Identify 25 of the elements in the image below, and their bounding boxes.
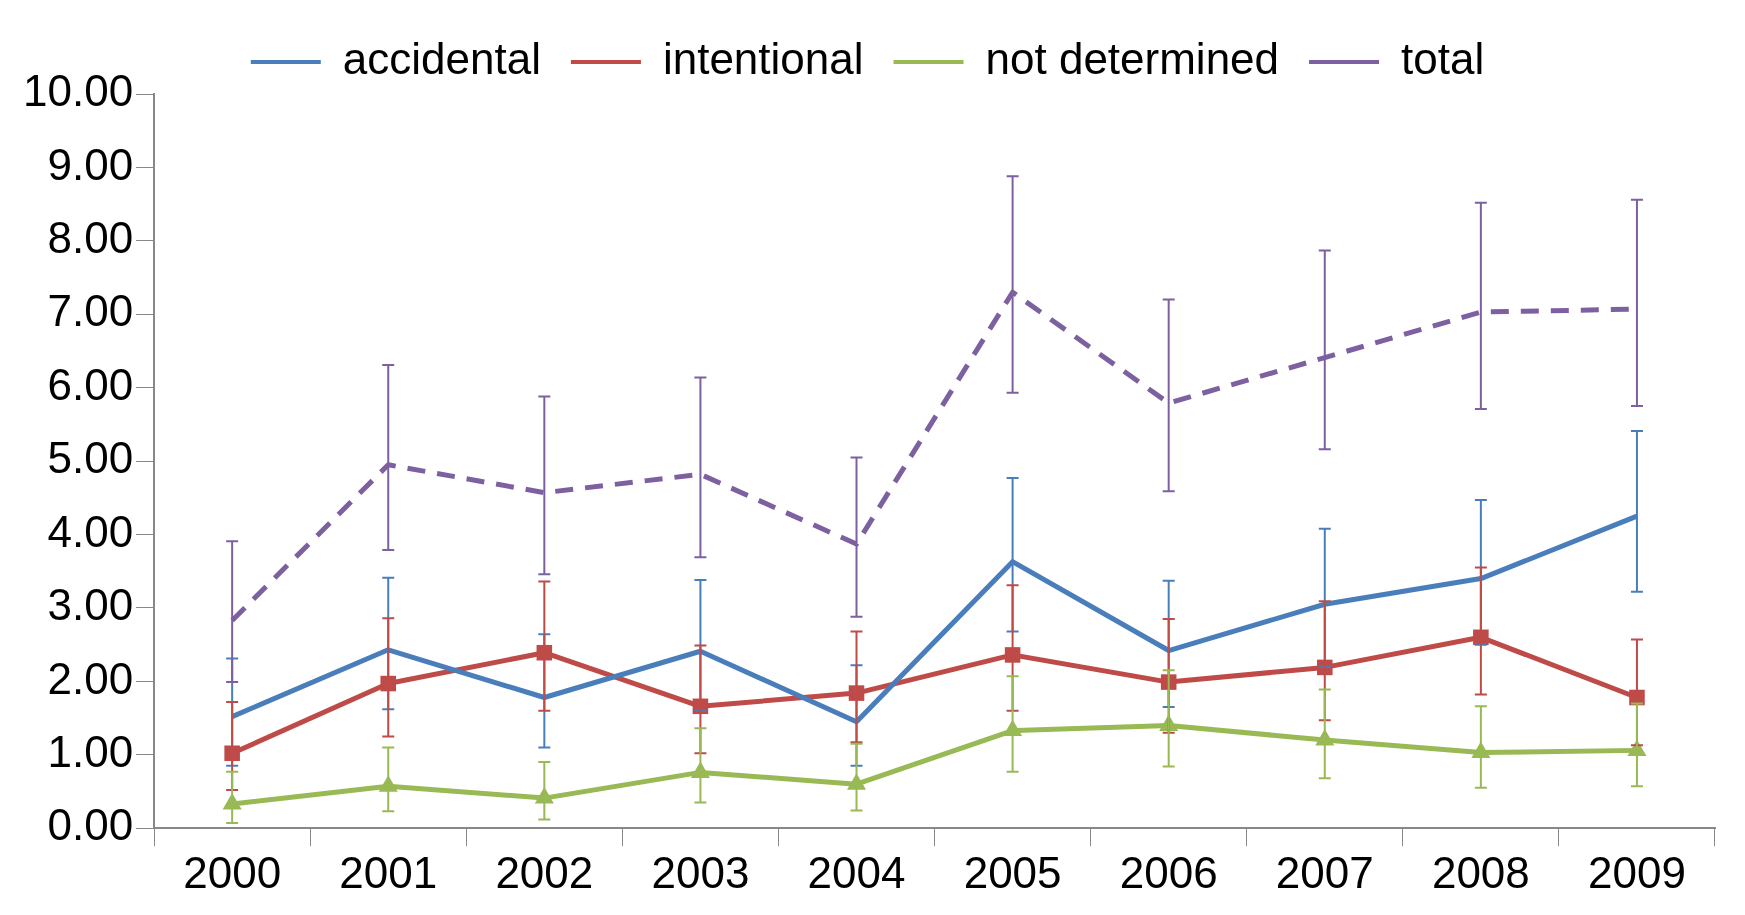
y-tick-label: 8.00 <box>47 212 134 262</box>
legend-label: total <box>1401 34 1485 84</box>
x-tick-label: 2006 <box>1119 847 1218 897</box>
x-tick-label: 2001 <box>339 847 438 897</box>
y-tick-label: 5.00 <box>47 433 134 483</box>
x-tick-label: 2007 <box>1275 847 1374 897</box>
x-tick-label: 2003 <box>651 847 750 897</box>
y-tick-label: 6.00 <box>47 359 134 409</box>
y-tick-label: 1.00 <box>47 726 134 776</box>
y-tick-label: 4.00 <box>47 506 134 556</box>
legend-label: accidental <box>342 34 541 84</box>
y-tick-label: 3.00 <box>47 580 134 630</box>
y-tick-label: 7.00 <box>47 286 134 336</box>
x-tick-label: 2008 <box>1431 847 1530 897</box>
x-tick-label: 2005 <box>963 847 1062 897</box>
y-tick-label: 2.00 <box>47 653 134 703</box>
y-tick-label: 0.00 <box>47 800 134 850</box>
x-tick-label: 2004 <box>807 847 906 897</box>
x-tick-label: 2000 <box>183 847 282 897</box>
legend-label: intentional <box>662 34 864 84</box>
y-tick-label: 10.00 <box>23 66 134 116</box>
x-tick-label: 2009 <box>1588 847 1686 897</box>
y-tick-label: 9.00 <box>47 139 134 189</box>
legend-label: not determined <box>985 34 1280 84</box>
x-tick-label: 2002 <box>495 847 594 897</box>
